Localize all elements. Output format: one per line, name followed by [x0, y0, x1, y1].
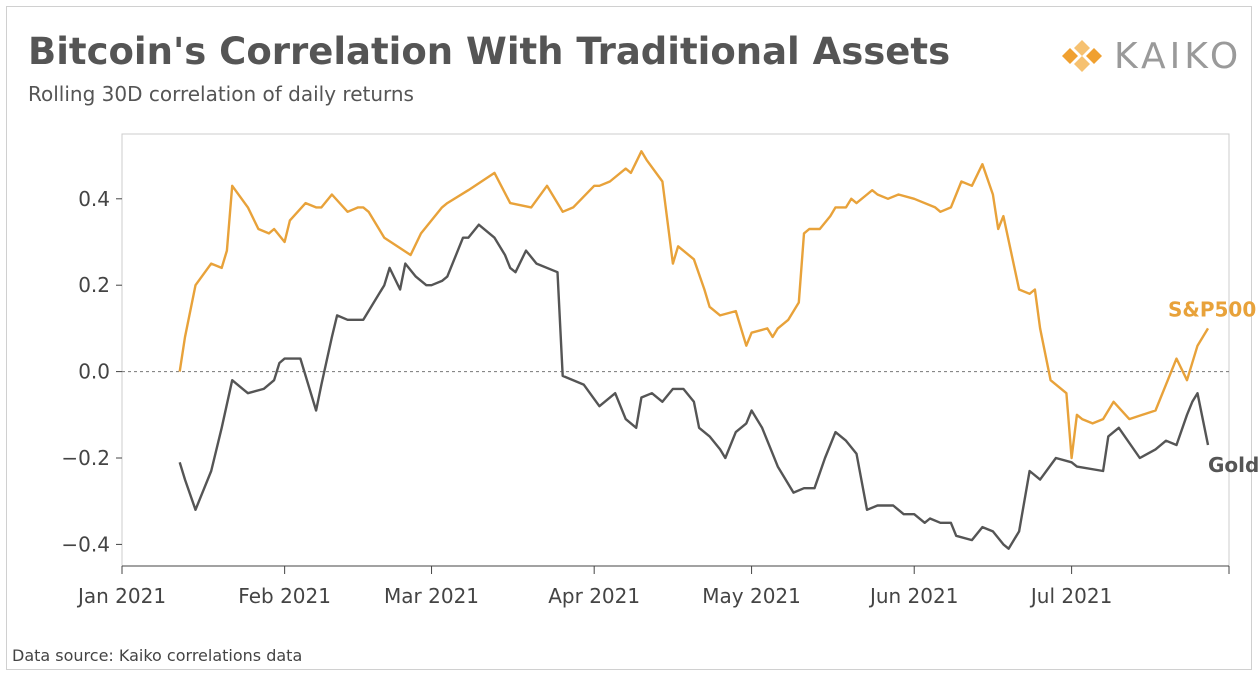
chart-series: [178, 150, 1210, 550]
chart-subtitle: Rolling 30D correlation of daily returns: [28, 82, 414, 106]
plot-area-border: [121, 133, 1230, 567]
x-tick-label: Mar 2021: [384, 584, 479, 608]
y-tick-label: 0.4: [78, 187, 110, 211]
chart-title: Bitcoin's Correlation With Traditional A…: [28, 30, 951, 73]
series-label-gold: Gold: [1208, 453, 1259, 477]
series-line-sp500: [178, 150, 1210, 460]
data-source-note: Data source: Kaiko correlations data: [12, 646, 303, 665]
series-label-sp500: S&P500: [1168, 297, 1256, 321]
x-tick-label: Feb 2021: [238, 584, 331, 608]
x-tick-label: Apr 2021: [548, 584, 640, 608]
x-tick-label: Jan 2021: [76, 584, 166, 608]
y-tick-label: −0.2: [61, 446, 110, 470]
brand-wordmark: KAIKO: [1114, 35, 1243, 77]
y-tick-label: 0.0: [78, 360, 110, 384]
series-line-gold: [178, 223, 1210, 550]
x-tick-label: May 2021: [702, 584, 801, 608]
x-tick-label: Jun 2021: [868, 584, 959, 608]
y-tick-label: −0.4: [61, 532, 110, 556]
chart-axes: 0.4 0.2 0.0 −0.2 −0.4 Jan 2021 Feb 2021 Mar 202…: [61, 187, 1230, 608]
y-tick-label: 0.2: [78, 273, 110, 297]
x-tick-label: Jul 2021: [1029, 584, 1112, 608]
figure-frame: [6, 6, 1252, 670]
kaiko-diamond-icon: [1062, 40, 1102, 72]
brand-logo: KAIKO: [1060, 35, 1243, 77]
series-labels: S&P500 Gold: [1168, 297, 1259, 477]
